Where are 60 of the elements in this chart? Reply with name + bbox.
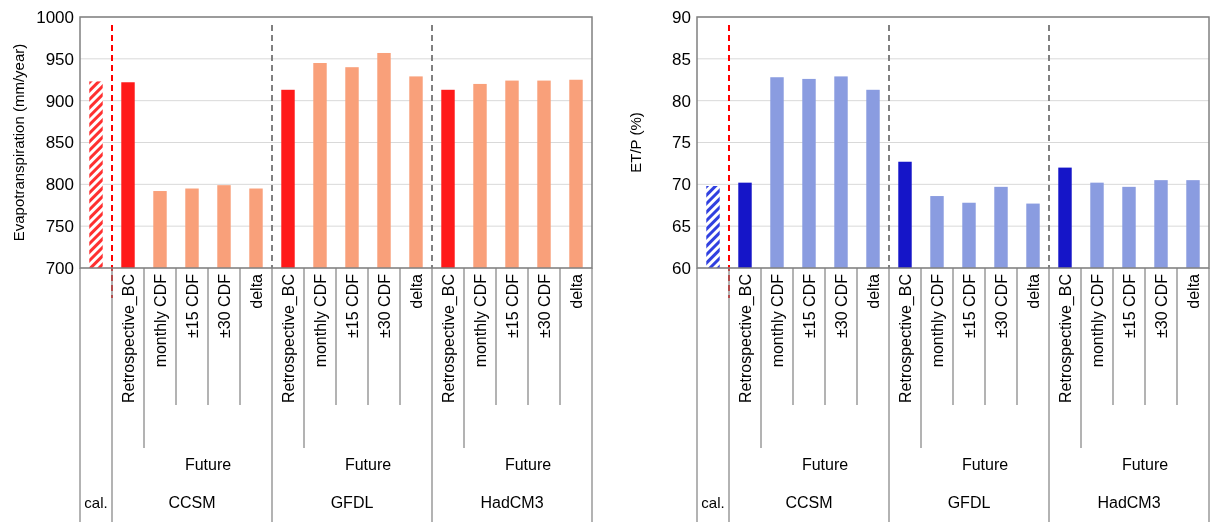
x-tick-label: monthly CDF (768, 273, 786, 368)
x-tick-label: ±15 CDF (1120, 273, 1138, 338)
text: Future (184, 456, 232, 473)
x-tick-label: Retrospective_BC (1056, 274, 1075, 403)
text: HadCM3 (480, 494, 544, 511)
x-tick-label: ±15 CDF (503, 273, 521, 338)
y-tick-label: 60 (672, 258, 691, 278)
y-tick-label: 70 (672, 175, 691, 195)
x-tick-label: monthly CDF (151, 273, 169, 368)
x-tick-label: delta (247, 273, 265, 309)
text: Future (801, 456, 849, 473)
text: Future (344, 456, 392, 473)
x-tick-label: delta (864, 273, 882, 309)
x-tick-label: Retrospective_BC (439, 274, 458, 403)
y-tick-label: 800 (45, 175, 74, 195)
x-tick-label: ±15 CDF (183, 273, 201, 338)
text: GFDL (330, 494, 374, 511)
text: HadCM3 (1097, 494, 1161, 511)
x-tick-label: ±30 CDF (375, 273, 393, 338)
text: GFDL (947, 494, 991, 511)
x-tick-label: delta (1184, 273, 1202, 309)
x-tick-label: ±15 CDF (960, 273, 978, 338)
x-tick-label: ±30 CDF (215, 273, 233, 338)
y-tick-label: 85 (672, 49, 691, 69)
y-axis-title: ET/P (%) (627, 112, 644, 173)
y-tick-label: 950 (45, 49, 74, 69)
x-tick-label: Retrospective_BC (896, 274, 915, 403)
text: CCSM (785, 494, 833, 511)
x-tick-label: delta (567, 273, 585, 309)
y-tick-label: 75 (672, 133, 691, 153)
x-tick-label: monthly CDF (471, 273, 489, 368)
x-tick-label: ±30 CDF (535, 273, 553, 338)
y-tick-label: 900 (45, 91, 74, 111)
text: Future (1121, 456, 1169, 473)
text: Future (961, 456, 1009, 473)
x-tick-label: Retrospective_BC (119, 274, 138, 403)
text: cal. (84, 494, 108, 511)
y-tick-label: 750 (45, 217, 74, 237)
y-tick-label: 80 (672, 91, 691, 111)
x-tick-label: Retrospective_BC (279, 274, 298, 403)
x-tick-label: ±30 CDF (832, 273, 850, 338)
x-tick-label: monthly CDF (928, 273, 946, 368)
text: cal. (701, 494, 725, 511)
y-tick-label: 850 (45, 133, 74, 153)
y-tick-label: 90 (672, 7, 691, 27)
x-tick-label: monthly CDF (1088, 273, 1106, 368)
x-tick-label: delta (407, 273, 425, 309)
y-tick-label: 1000 (36, 7, 74, 27)
x-tick-label: ±30 CDF (1152, 273, 1170, 338)
x-tick-label: monthly CDF (311, 273, 329, 368)
y-tick-label: 700 (45, 258, 74, 278)
x-tick-label: Retrospective_BC (736, 274, 755, 403)
x-tick-label: delta (1024, 273, 1042, 309)
x-tick-label: ±15 CDF (800, 273, 818, 338)
y-tick-label: 65 (672, 217, 691, 237)
text: Future (504, 456, 552, 473)
y-axis-title: Evapotranspiration (mm/year) (10, 43, 27, 242)
text: CCSM (168, 494, 216, 511)
x-tick-label: ±30 CDF (992, 273, 1010, 338)
x-tick-label: ±15 CDF (343, 273, 361, 338)
